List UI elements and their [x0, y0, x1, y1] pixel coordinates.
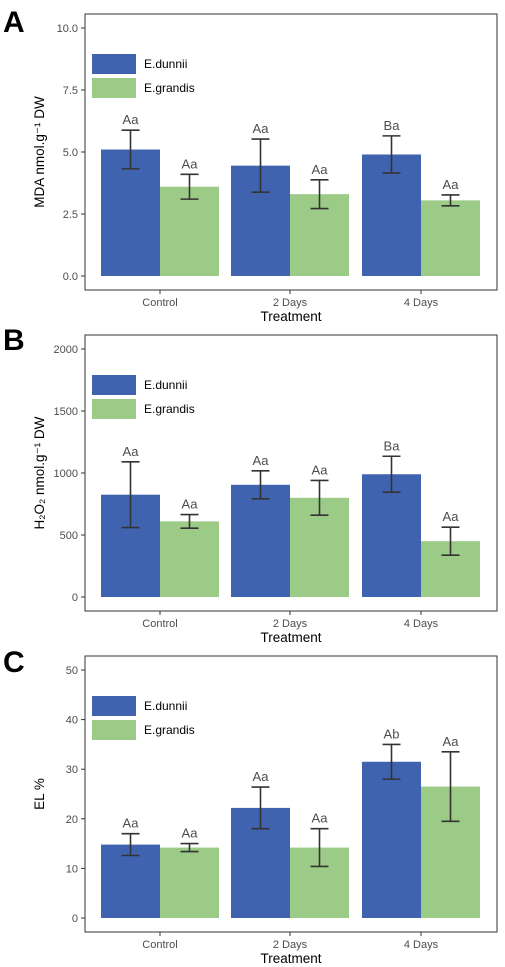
significance-label: Aa: [443, 509, 460, 524]
y-axis-title: EL %: [32, 778, 47, 810]
legend-swatch: [92, 696, 136, 716]
legend-swatch: [92, 399, 136, 419]
y-tick-label: 0.0: [63, 271, 78, 283]
y-tick-label: 5.0: [63, 147, 78, 159]
significance-label: Aa: [253, 769, 270, 784]
panel-letter: B: [3, 324, 25, 357]
significance-label: Aa: [123, 444, 140, 459]
significance-label: Aa: [123, 112, 140, 127]
bar: [160, 186, 219, 276]
legend-label: E.dunnii: [144, 57, 187, 71]
y-axis-title: MDA nmol.g⁻¹ DW: [32, 96, 47, 208]
significance-label: Aa: [123, 816, 140, 831]
significance-label: Aa: [182, 156, 199, 171]
legend-swatch: [92, 54, 136, 74]
y-axis-title: H₂O₂ nmol.g⁻¹ DW: [32, 416, 47, 529]
significance-label: Ab: [384, 726, 400, 741]
panel-c: C 0 10 20 30 40 50 Control 2 Days 4 Days Treatment…: [3, 646, 498, 966]
panel-b: B 0 500 1000 1500 2000 Control 2 Days 4 Days Trea…: [3, 324, 498, 645]
y-tick-label: 2000: [54, 344, 78, 356]
legend-swatch: [92, 78, 136, 98]
y-tick-label: 50: [66, 665, 78, 677]
bar: [231, 484, 290, 597]
significance-label: Aa: [312, 811, 329, 826]
significance-label: Aa: [443, 177, 460, 192]
y-tick-label: 10: [66, 863, 78, 875]
significance-label: Aa: [312, 462, 329, 477]
x-axis-title: Treatment: [260, 309, 321, 324]
legend-swatch: [92, 720, 136, 740]
bar: [101, 844, 160, 918]
bar: [421, 200, 480, 276]
y-tick-label: 10.0: [57, 23, 78, 35]
x-axis-title: Treatment: [260, 630, 321, 645]
significance-label: Ba: [384, 118, 401, 133]
x-tick-label: 2 Days: [273, 297, 308, 309]
legend-label: E.grandis: [144, 81, 195, 95]
y-tick-label: 1000: [54, 468, 78, 480]
bar: [362, 761, 421, 918]
x-tick-label: Control: [142, 297, 177, 309]
panel-letter: C: [3, 646, 25, 679]
y-tick-label: 500: [60, 530, 78, 542]
y-tick-label: 30: [66, 764, 78, 776]
y-tick-label: 2.5: [63, 209, 78, 221]
y-tick-label: 40: [66, 715, 78, 727]
x-tick-label: 2 Days: [273, 618, 308, 630]
x-tick-label: Control: [142, 939, 177, 951]
bar: [160, 521, 219, 597]
significance-label: Aa: [443, 734, 460, 749]
x-axis-title: Treatment: [260, 951, 321, 966]
significance-label: Aa: [253, 121, 270, 136]
legend-swatch: [92, 375, 136, 395]
legend-label: E.grandis: [144, 402, 195, 416]
x-tick-label: Control: [142, 618, 177, 630]
x-tick-label: 4 Days: [404, 939, 439, 951]
y-tick-label: 1500: [54, 406, 78, 418]
significance-label: Aa: [182, 826, 199, 841]
x-tick-label: 4 Days: [404, 618, 439, 630]
significance-label: Ba: [384, 438, 401, 453]
y-tick-label: 0: [72, 913, 78, 925]
significance-label: Aa: [182, 497, 199, 512]
panel-a: A 0.0 2.5 5.0 7.5 10.0 Control 2 Days 4 Days Trea…: [3, 6, 498, 324]
y-tick-label: 7.5: [63, 85, 78, 97]
significance-label: Aa: [312, 162, 329, 177]
bar: [362, 474, 421, 597]
panel-letter: A: [3, 6, 25, 39]
legend-label: E.dunnii: [144, 378, 187, 392]
x-tick-label: 4 Days: [404, 297, 439, 309]
bar: [160, 847, 219, 918]
y-tick-label: 0: [72, 592, 78, 604]
bar: [362, 154, 421, 276]
x-tick-label: 2 Days: [273, 939, 308, 951]
y-tick-label: 20: [66, 814, 78, 826]
legend-label: E.grandis: [144, 723, 195, 737]
legend-label: E.dunnii: [144, 699, 187, 713]
significance-label: Aa: [253, 453, 270, 468]
bar: [101, 149, 160, 276]
